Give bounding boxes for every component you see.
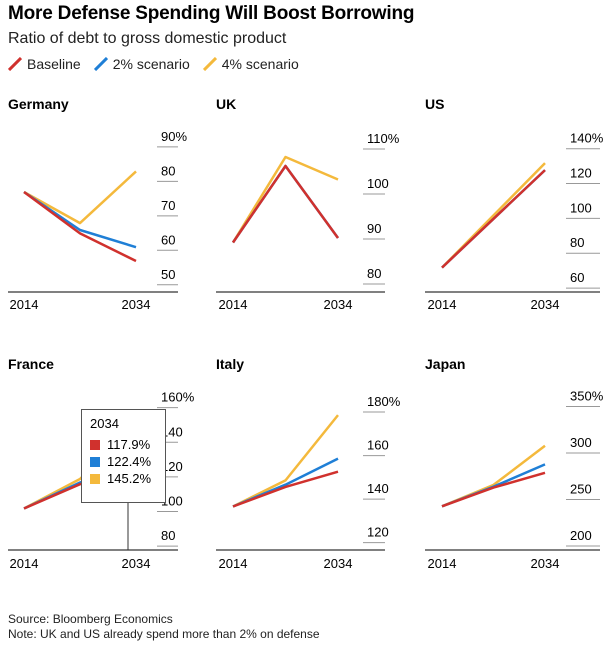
x-tick-label: 2034 — [324, 297, 353, 312]
chart-subtitle: Ratio of debt to gross domestic product — [8, 30, 287, 47]
y-tick-label: 140% — [570, 131, 604, 146]
x-tick-label: 2034 — [122, 556, 151, 571]
panel-title-germany: Germany — [8, 96, 69, 112]
tooltip-year: 2034 — [90, 416, 119, 431]
panel-title-japan: Japan — [425, 356, 465, 372]
hover-tooltip: 2034 117.9% 122.4% 145.2% — [81, 409, 166, 503]
legend-line-icon — [8, 57, 22, 71]
y-tick-label: 180% — [367, 394, 401, 409]
y-tick-label: 160 — [367, 438, 389, 453]
x-tick-label: 2034 — [324, 556, 353, 571]
y-tick-label: 60 — [161, 232, 175, 247]
swatch-icon — [90, 456, 100, 467]
y-tick-label: 100 — [570, 200, 592, 215]
panel-title-uk: UK — [216, 96, 236, 112]
series-line-us-baseline — [441, 169, 546, 269]
series-line-italy-4-scenario — [232, 414, 339, 508]
legend-label: Baseline — [27, 56, 81, 72]
x-tick-label: 2014 — [219, 556, 248, 571]
series-line-japan-baseline — [441, 471, 546, 508]
y-tick-label: 110% — [367, 131, 400, 146]
y-tick-label: 200 — [570, 528, 592, 543]
footer: Source: Bloomberg Economics Note: UK and… — [8, 612, 320, 642]
x-tick-label: 2014 — [428, 556, 457, 571]
small-multiples-charts: Germany 90% 80 70 60 50 2014 2034 UK 110% 100 90 80 2… — [8, 96, 604, 571]
legend-item-4pct[interactable]: 4% scenario — [202, 56, 299, 72]
y-tick-label: 50 — [161, 267, 175, 282]
tooltip-value: 117.9% — [107, 437, 151, 452]
y-tick-label: 350% — [570, 388, 604, 403]
legend-line-icon — [202, 57, 217, 71]
x-tick-label: 2034 — [531, 556, 560, 571]
legend-item-baseline[interactable]: Baseline — [8, 56, 81, 72]
x-tick-label: 2034 — [531, 297, 560, 312]
tooltip-row-2pct: 122.4% — [90, 453, 157, 470]
series-line-uk-4-scenario — [231, 155, 339, 244]
x-tick-label: 2014 — [10, 297, 39, 312]
swatch-icon — [90, 439, 100, 450]
y-tick-label: 300 — [570, 435, 592, 450]
series-line-italy-baseline — [232, 470, 339, 508]
y-tick-label: 90% — [161, 129, 187, 144]
y-tick-label: 160% — [161, 390, 195, 405]
swatch-icon — [90, 473, 100, 484]
tooltip-row-4pct: 145.2% — [90, 470, 157, 487]
x-tick-label: 2034 — [122, 297, 151, 312]
source-note: Source: Bloomberg Economics — [8, 612, 173, 626]
y-tick-label: 80 — [161, 528, 175, 543]
y-tick-label: 70 — [161, 198, 175, 213]
x-tick-label: 2014 — [219, 297, 248, 312]
y-tick-label: 120 — [367, 525, 389, 540]
y-tick-label: 140 — [367, 481, 389, 496]
y-tick-label: 90 — [367, 221, 381, 236]
y-tick-label: 250 — [570, 482, 592, 497]
y-tick-label: 80 — [570, 235, 584, 250]
y-tick-label: 140 — [161, 424, 183, 439]
panel-title-us: US — [425, 96, 444, 112]
panel-title-france: France — [8, 356, 54, 372]
y-tick-label: 80 — [161, 163, 175, 178]
tooltip-value: 145.2% — [107, 471, 152, 486]
tooltip-value: 122.4% — [107, 454, 152, 469]
series-line-uk-2-scenario — [231, 164, 340, 244]
y-tick-label: 100 — [161, 494, 183, 509]
legend-item-2pct[interactable]: 2% scenario — [93, 56, 190, 72]
series-line-germany-4-scenario — [23, 170, 137, 225]
y-tick-label: 120 — [161, 459, 183, 474]
series-line-uk-baseline — [231, 164, 340, 244]
panel-title-italy: Italy — [216, 356, 244, 372]
series-line-germany-baseline — [23, 190, 137, 263]
x-tick-label: 2014 — [10, 556, 39, 571]
footnote: Note: UK and US already spend more than … — [8, 627, 320, 641]
y-tick-label: 100 — [367, 176, 389, 191]
legend-line-icon — [93, 57, 108, 71]
y-tick-label: 60 — [570, 270, 584, 285]
x-tick-label: 2014 — [428, 297, 457, 312]
chart-title: More Defense Spending Will Boost Borrowi… — [8, 3, 415, 24]
legend-label: 2% scenario — [112, 56, 190, 72]
tooltip-row-baseline: 117.9% — [90, 436, 157, 453]
legend-label: 4% scenario — [221, 56, 299, 72]
y-tick-label: 120 — [570, 166, 592, 181]
legend: Baseline 2% scenario 4% scenario — [8, 55, 312, 73]
y-tick-label: 80 — [367, 266, 381, 281]
